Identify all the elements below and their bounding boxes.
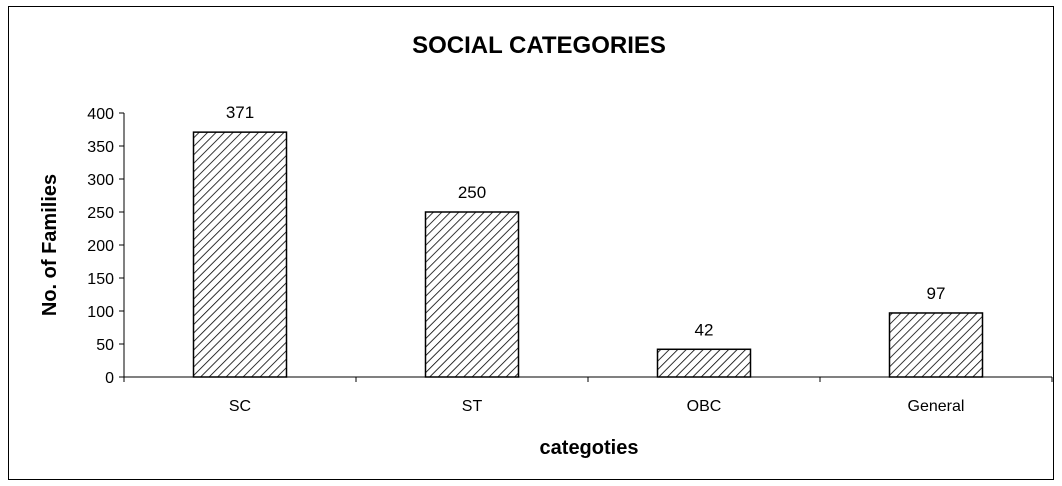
- x-tick-label: SC: [229, 398, 251, 415]
- y-axis-label: No. of Families: [39, 174, 61, 316]
- y-tick-label: 200: [87, 238, 114, 255]
- y-tick-label: 250: [87, 205, 114, 222]
- x-tick-label: General: [908, 398, 965, 415]
- data-label: 371: [226, 103, 254, 122]
- chart-title: SOCIAL CATEGORIES: [412, 32, 666, 59]
- y-tick-label: 0: [105, 370, 114, 387]
- y-tick-label: 400: [87, 106, 114, 123]
- y-tick-label: 100: [87, 304, 114, 321]
- data-label: 250: [458, 183, 486, 202]
- bar-general: [888, 312, 984, 378]
- bar-st: [424, 211, 520, 378]
- bar-sc: [192, 131, 288, 378]
- x-tick-label: OBC: [687, 398, 722, 415]
- y-tick-label: 150: [87, 271, 114, 288]
- x-axis: SC ST OBC General: [123, 376, 1053, 415]
- x-tick-label: ST: [462, 398, 483, 415]
- y-axis: 0 50 100 150 200 250 300 350 400: [87, 106, 125, 387]
- bar-obc: [656, 348, 752, 378]
- chart-frame: [8, 6, 1054, 480]
- x-axis-label: categoties: [540, 437, 639, 459]
- y-tick-label: 50: [96, 337, 114, 354]
- bars: 371 250 42 97: [192, 103, 984, 378]
- y-tick-label: 300: [87, 172, 114, 189]
- y-tick-label: 350: [87, 139, 114, 156]
- data-label: 97: [927, 284, 946, 303]
- data-label: 42: [695, 320, 714, 339]
